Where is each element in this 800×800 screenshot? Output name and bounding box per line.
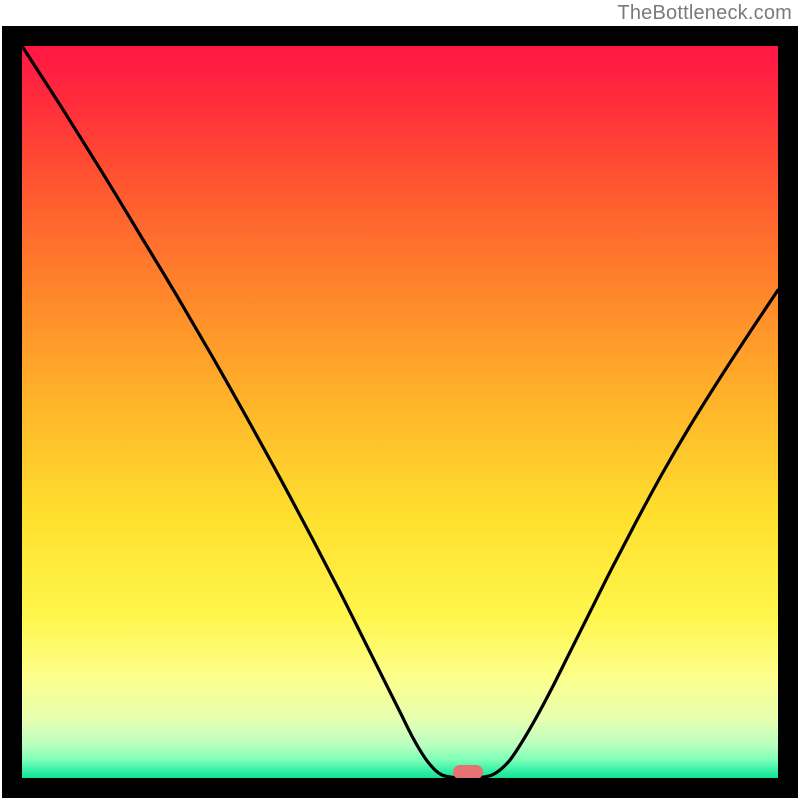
- watermark-text: TheBottleneck.com: [617, 2, 792, 25]
- plot-area: [22, 46, 778, 778]
- optimum-marker: [453, 765, 483, 778]
- bottleneck-curve: [22, 46, 778, 778]
